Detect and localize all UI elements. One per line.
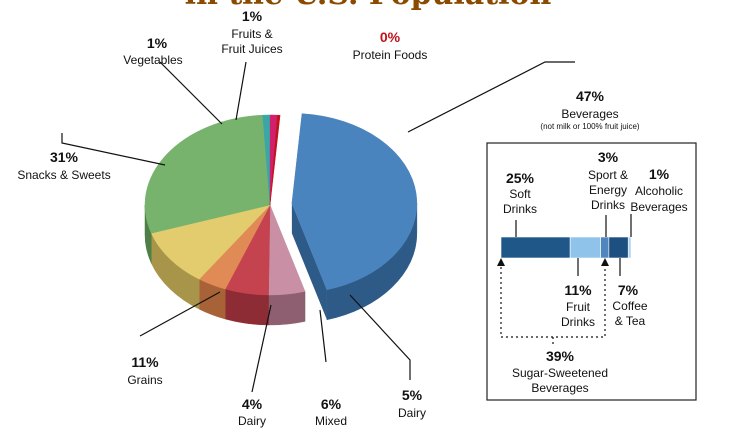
label-ssb-pct: 39% bbox=[546, 348, 575, 364]
breakdown-segment-0 bbox=[500, 236, 571, 259]
label-protein-name: Protein Foods bbox=[353, 48, 428, 62]
label-bev-note: (not milk or 100% fruit juice) bbox=[540, 122, 639, 131]
label-fruitdr-line2: Drinks bbox=[561, 315, 595, 329]
leader-lines bbox=[61, 61, 575, 393]
label-dairy5-name: Dairy bbox=[398, 406, 426, 420]
leader-beverages bbox=[407, 61, 575, 133]
leader-snacks bbox=[61, 133, 166, 166]
label-veg-pct: 1% bbox=[147, 35, 168, 51]
leader-fruits bbox=[235, 61, 247, 121]
leader-mixed bbox=[319, 309, 327, 363]
label-snacks-name: Snacks & Sweets bbox=[17, 168, 110, 182]
label-mixed-pct: 6% bbox=[321, 396, 342, 412]
label-fruit-line1: Fruits & bbox=[231, 27, 272, 41]
label-alc-pct: 1% bbox=[649, 166, 670, 182]
label-fruitdr-line1: Fruit bbox=[566, 300, 591, 314]
leader-grains bbox=[139, 291, 221, 337]
pie-slice-8 bbox=[269, 114, 281, 206]
label-protein-pct: 0% bbox=[380, 29, 401, 45]
pie-slice-0 bbox=[291, 113, 418, 291]
label-alc-line2: Beverages bbox=[630, 200, 687, 214]
ssb-arrow-left bbox=[497, 258, 505, 266]
label-sport-line3: Drinks bbox=[591, 198, 625, 212]
pie-tops bbox=[144, 113, 418, 296]
label-coffee-line1: Coffee bbox=[612, 299, 647, 313]
label-dairy4-name: Dairy bbox=[238, 414, 266, 428]
label-soft-line2: Drinks bbox=[503, 202, 537, 216]
ssb-arrow-right bbox=[601, 258, 609, 266]
label-coffee-line2: & Tea bbox=[615, 314, 646, 328]
leader-dairy4 bbox=[251, 304, 272, 393]
label-fruit-line2: Fruit Juices bbox=[221, 42, 282, 56]
label-snacks-pct: 31% bbox=[50, 149, 79, 165]
label-alc-line1: Alcoholic bbox=[635, 184, 683, 198]
label-coffee-pct: 7% bbox=[618, 282, 639, 298]
label-mixed-name: Mixed bbox=[315, 414, 347, 428]
label-grains-pct: 11% bbox=[131, 354, 159, 370]
label-grains-name: Grains bbox=[127, 373, 162, 387]
breakdown-bar bbox=[500, 236, 632, 259]
pie-labels: 0% Protein Foods 1% Fruits & Fruit Juice… bbox=[17, 8, 640, 428]
chart-title: in the U.S. Population bbox=[185, 0, 552, 12]
label-sport-pct: 3% bbox=[598, 149, 619, 165]
label-ssb-line2: Beverages bbox=[531, 381, 588, 395]
pie-side-1 bbox=[268, 291, 306, 326]
breakdown-segment-4 bbox=[627, 236, 632, 259]
label-sport-line2: Energy bbox=[589, 183, 627, 197]
pie-slice-5 bbox=[144, 114, 271, 234]
label-veg-name: Vegetables bbox=[123, 53, 182, 67]
label-bev-pct: 47% bbox=[576, 88, 605, 104]
label-sport-line1: Sport & bbox=[588, 168, 628, 182]
label-soft-pct: 25% bbox=[506, 170, 535, 186]
breakdown-frame bbox=[486, 142, 697, 401]
label-ssb-line1: Sugar-Sweetened bbox=[512, 366, 608, 380]
pie-layer bbox=[144, 113, 418, 326]
breakdown-segment-1 bbox=[569, 236, 601, 259]
label-dairy4-pct: 4% bbox=[242, 396, 263, 412]
leader-dairy5 bbox=[349, 294, 411, 380]
label-bev-name: Beverages bbox=[561, 107, 618, 121]
breakdown-segment-2 bbox=[600, 236, 610, 259]
label-fruitdr-pct: 11% bbox=[564, 282, 592, 298]
breakdown-segment-3 bbox=[608, 236, 629, 259]
leader-vegetables bbox=[159, 61, 223, 125]
label-fruit-pct: 1% bbox=[242, 8, 263, 24]
pie-cut-face bbox=[291, 203, 327, 320]
label-soft-line1: Soft bbox=[509, 187, 531, 201]
label-dairy5-pct: 5% bbox=[402, 387, 423, 403]
beverage-breakdown-panel: 25% Soft Drinks 3% Sport & Energy Drinks… bbox=[486, 142, 697, 401]
pie-slice-4 bbox=[150, 204, 271, 280]
